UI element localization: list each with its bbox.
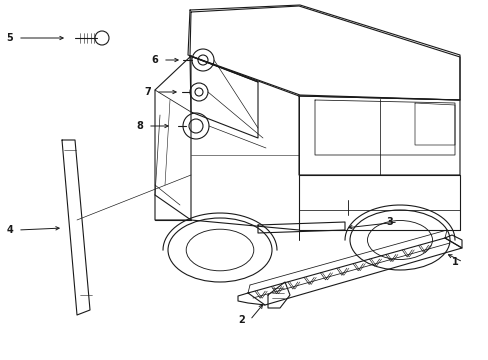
Text: 8: 8 [136,121,143,131]
Text: 3: 3 [386,217,392,227]
Text: 7: 7 [144,87,151,97]
Text: 5: 5 [7,33,13,43]
Text: 6: 6 [151,55,158,65]
Text: 1: 1 [451,257,457,267]
Text: 4: 4 [7,225,13,235]
Text: 2: 2 [238,315,245,325]
